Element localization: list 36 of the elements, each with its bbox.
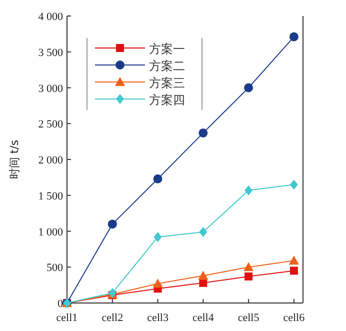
legend-label: 方案一 [149, 42, 185, 56]
point [152, 278, 163, 288]
point [244, 185, 253, 196]
point [244, 262, 254, 272]
legend-label: 方案二 [149, 59, 185, 73]
y-tick-label: 500 [46, 262, 64, 274]
x-tick-label: cell5 [238, 312, 260, 324]
point [199, 278, 208, 287]
point [198, 128, 208, 138]
point [290, 266, 298, 275]
legend-label: 方案四 [149, 93, 185, 107]
y-tick-label: 1 000 [38, 226, 64, 238]
point [153, 174, 162, 184]
point [288, 256, 299, 265]
x-tick-label: cell1 [56, 312, 78, 324]
point [244, 83, 254, 92]
y-tick-label: 0 [58, 298, 64, 310]
y-tick-label: 1 500 [38, 190, 64, 202]
x-tick-label: cell3 [147, 312, 169, 324]
point [199, 226, 208, 237]
legend-label: 方案三 [149, 76, 185, 90]
y-tick-label: 3 000 [38, 82, 64, 95]
y-tick-label: 2 000 [38, 154, 64, 166]
y-tick-label: 2 500 [38, 118, 64, 131]
y-tick-label: 3 500 [38, 46, 64, 59]
point [244, 272, 253, 280]
point [154, 232, 162, 242]
x-tick-label: cell4 [192, 312, 214, 324]
point [289, 32, 298, 42]
x-tick-label: cell6 [283, 312, 306, 324]
y-tick-label: 4 000 [38, 11, 64, 23]
x-tick-label: cell2 [102, 312, 124, 324]
point [290, 180, 298, 190]
point [198, 270, 208, 280]
y-axis-title: 时间 t/s [8, 140, 21, 180]
point [108, 220, 117, 229]
